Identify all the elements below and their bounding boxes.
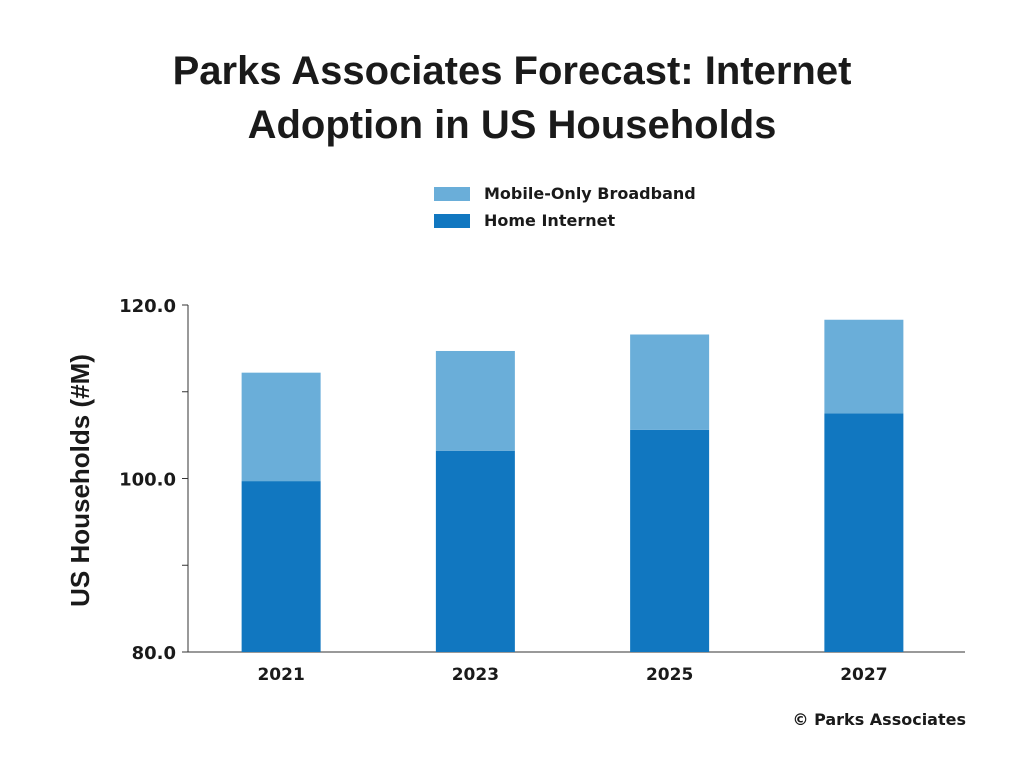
copyright-footer: © Parks Associates xyxy=(792,710,967,729)
bar-mobile-only-broadband-2025 xyxy=(630,334,710,430)
y-tick-label: 100.0 xyxy=(119,470,176,491)
legend-swatch-home-internet xyxy=(434,213,470,228)
bar-home-internet-2021 xyxy=(241,481,321,652)
x-tick-label: 2023 xyxy=(452,665,499,685)
bar-home-internet-2025 xyxy=(630,429,710,652)
x-tick-label: 2025 xyxy=(646,665,693,685)
chart-title: Parks Associates Forecast: Internet Adop… xyxy=(0,44,1024,152)
legend-label-mobile-only: Mobile-Only Broadband xyxy=(484,184,696,203)
bar-home-internet-2023 xyxy=(435,450,515,652)
legend-swatch-mobile-only xyxy=(434,186,470,201)
bar-mobile-only-broadband-2021 xyxy=(241,372,321,482)
chart-legend: Mobile-Only Broadband Home Internet xyxy=(434,180,696,234)
x-tick-label: 2021 xyxy=(257,665,304,685)
legend-item-mobile-only: Mobile-Only Broadband xyxy=(434,180,696,207)
bar-mobile-only-broadband-2023 xyxy=(435,350,515,451)
y-tick-label: 120.0 xyxy=(119,296,176,317)
legend-item-home-internet: Home Internet xyxy=(434,207,696,234)
legend-label-home-internet: Home Internet xyxy=(484,211,616,230)
bar-mobile-only-broadband-2027 xyxy=(824,319,904,414)
bar-home-internet-2027 xyxy=(824,413,904,652)
y-tick-label: 80.0 xyxy=(132,643,176,664)
chart-title-line-1: Parks Associates Forecast: Internet xyxy=(172,49,852,93)
y-axis-title: US Households (#M) xyxy=(65,354,95,607)
x-tick-label: 2027 xyxy=(840,665,887,685)
chart-title-line-2: Adoption in US Households xyxy=(247,103,777,147)
